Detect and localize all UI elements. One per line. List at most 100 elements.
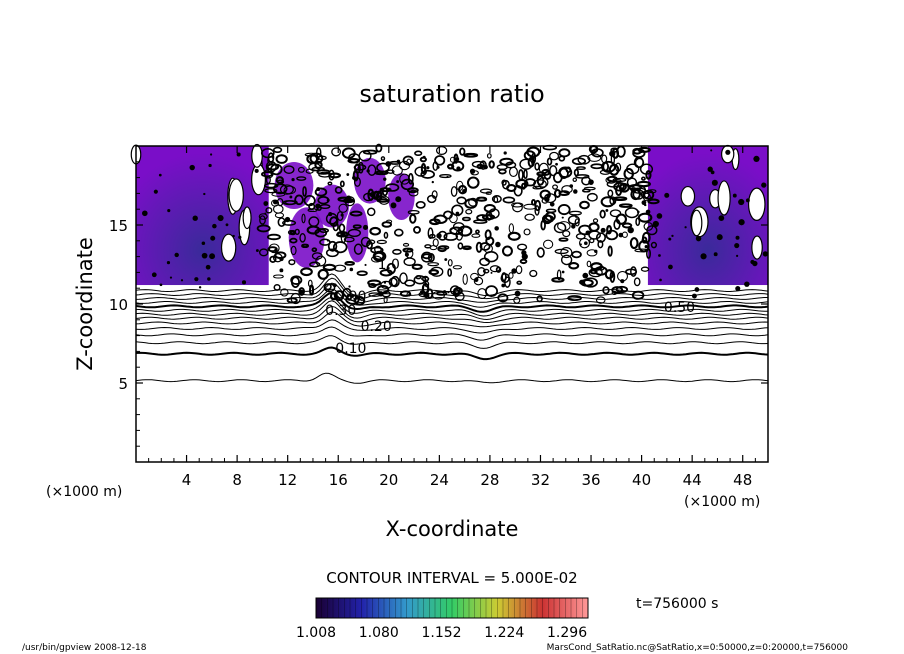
cloud-dot (761, 182, 767, 188)
cloud-dot (744, 281, 750, 287)
cloud-dot (668, 264, 673, 270)
cloud-contour (562, 230, 571, 238)
cloud-contour (378, 195, 390, 205)
cloud-contour (343, 236, 355, 243)
cloud-contour (519, 258, 528, 265)
cloud-contour (443, 232, 459, 241)
footer-left: /usr/bin/gpview 2008-12-18 (22, 643, 147, 653)
cloud-contour (552, 184, 559, 190)
cloud-contour (315, 255, 327, 267)
cloud-contour (366, 207, 376, 217)
cloud-contour (357, 161, 364, 174)
cloud-contour (633, 156, 645, 169)
x-axis-label: X-coordinate (386, 517, 519, 541)
cloud-dot (263, 201, 269, 206)
cloud-contour (462, 273, 468, 285)
cloud-dot (436, 165, 440, 169)
cloud-contour (534, 205, 540, 216)
colorbar-tick-label: 1.080 (359, 625, 399, 641)
cloud-dot (289, 195, 293, 199)
cloud-dot (284, 216, 291, 223)
cloud-dot (180, 279, 184, 282)
cloud-contour (306, 225, 321, 235)
cloud-contour (475, 229, 480, 235)
cloud-contour (362, 149, 378, 155)
cloud-dot (383, 177, 387, 181)
x-unit-right: (×1000 m) (684, 494, 760, 510)
cloud-contour (462, 245, 472, 251)
cloud-contour (329, 216, 339, 227)
cloud-dot (575, 215, 578, 218)
colorbar-tick-label: 1.008 (296, 625, 336, 641)
colorbar-frame (315, 597, 589, 619)
cloud-contour (294, 228, 300, 235)
cloud-contour (629, 237, 639, 250)
cloud-contour (381, 221, 393, 228)
cloud-dot (423, 292, 430, 299)
contour-label: 0.90 (335, 289, 366, 305)
cloud-dot (691, 293, 697, 299)
cloud-dot (511, 268, 517, 274)
cloud-contour (380, 156, 386, 161)
cloud-contour (597, 240, 604, 249)
cloud-dot (362, 224, 369, 230)
cloud-contour (392, 248, 402, 255)
cloud-contour (604, 269, 615, 280)
x-tick-label: 40 (632, 471, 651, 489)
cloud-dot (561, 216, 564, 219)
cloud-contour (386, 262, 396, 275)
cloud-dot (326, 198, 330, 202)
cloud-dot (600, 227, 606, 233)
cloud-contour (456, 180, 464, 192)
cloud-contour (273, 204, 284, 214)
cloud-contour (568, 262, 580, 270)
cloud-contour (301, 213, 306, 224)
cloud-contour (612, 177, 627, 183)
cloud-dot (238, 235, 242, 239)
cloud-contour (485, 236, 495, 246)
shade-gap (751, 235, 763, 260)
cloud-contour (325, 248, 339, 258)
cloud-contour (449, 213, 458, 224)
cloud-contour (299, 233, 306, 243)
cloud-contour (546, 157, 553, 166)
cloud-contour (599, 209, 606, 219)
cloud-dot (205, 264, 211, 270)
cloud-dot (455, 157, 460, 162)
cloud-contour (576, 166, 586, 171)
cloud-dot (254, 168, 259, 173)
cloud-contour (264, 182, 279, 189)
cloud-dot (684, 226, 687, 229)
cloud-dot (668, 237, 672, 241)
cloud-contour (625, 268, 638, 276)
cloud-dot (274, 248, 278, 253)
cloud-dot (364, 263, 367, 266)
cloud-contour (483, 203, 496, 213)
cloud-contour (489, 265, 501, 273)
cloud-dot (711, 179, 718, 186)
cloud-contour (621, 222, 633, 229)
cloud-dot (151, 272, 157, 278)
cloud-contour (590, 149, 597, 154)
cloud-contour (589, 269, 598, 275)
cloud-dot (750, 259, 755, 265)
cloud-contour (388, 277, 398, 287)
cloud-dot (431, 180, 434, 184)
cloud-contour (452, 222, 465, 232)
colorbar-tick-label: 1.224 (484, 625, 524, 641)
cloud-dot (718, 215, 725, 221)
cloud-contour (287, 229, 294, 235)
cloud-dot (212, 223, 217, 229)
cloud-contour (267, 152, 275, 164)
cloud-dot (462, 189, 467, 194)
cloud-dot (584, 241, 588, 246)
cloud-contour (407, 172, 414, 185)
cloud-contour (375, 143, 383, 153)
cloud-contour (402, 247, 414, 253)
cloud-contour (328, 169, 335, 181)
cloud-contour (482, 268, 490, 274)
colorbar-tick-label: 1.152 (421, 625, 461, 641)
contour-line (135, 291, 769, 313)
contour-label: 1.0 (378, 257, 400, 273)
